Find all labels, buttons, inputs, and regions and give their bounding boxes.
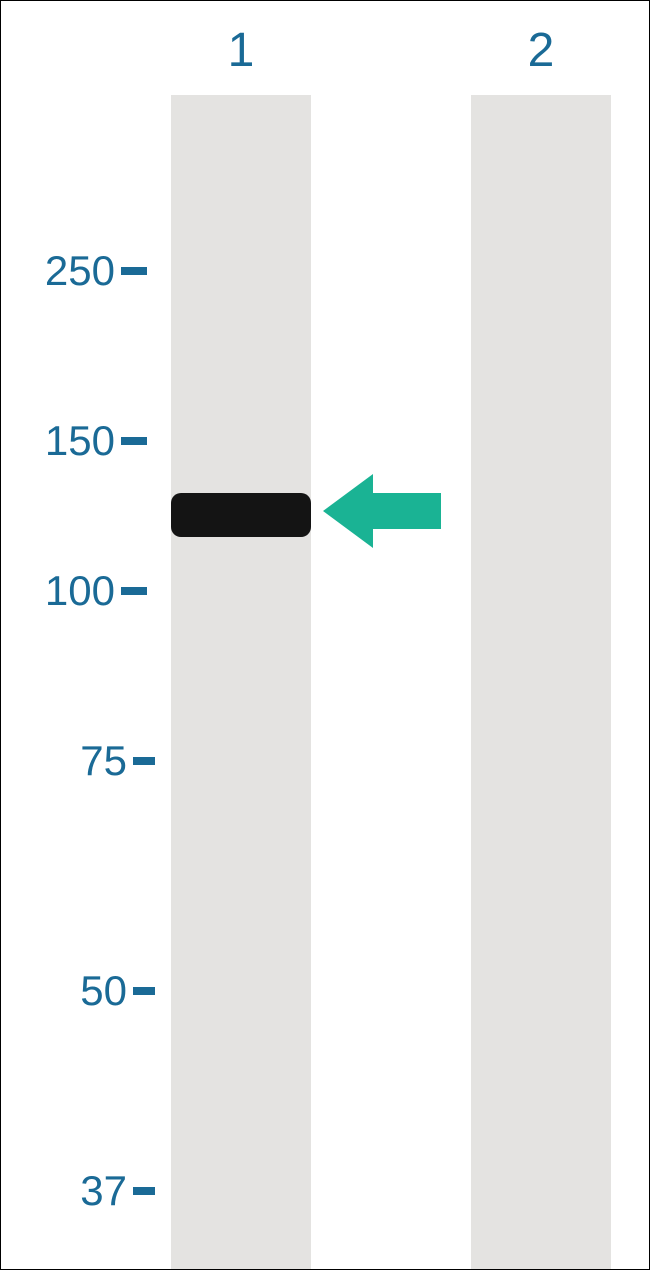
mw-marker-tick (121, 587, 147, 595)
protein-band (171, 493, 311, 537)
mw-marker-tick (121, 437, 147, 445)
mw-marker-tick (133, 987, 155, 995)
lane-1-strip (171, 95, 311, 1270)
figure-frame: 1 2 250 150 100 75 50 37 (0, 0, 650, 1270)
mw-marker-tick (133, 1187, 155, 1195)
lane-1-header: 1 (171, 23, 311, 78)
mw-marker-label: 50 (80, 967, 127, 1015)
arrow-left-icon (323, 474, 441, 548)
lane-2-strip (471, 95, 611, 1270)
lane-2-header: 2 (471, 23, 611, 78)
mw-marker-label: 37 (80, 1167, 127, 1215)
mw-marker-tick (121, 267, 147, 275)
mw-marker-label: 250 (45, 247, 115, 295)
mw-marker-label: 100 (45, 567, 115, 615)
mw-marker-label: 75 (80, 737, 127, 785)
lane-2: 2 (471, 1, 611, 1270)
lane-1: 1 (171, 1, 311, 1270)
mw-marker-label: 150 (45, 417, 115, 465)
mw-marker-tick (133, 757, 155, 765)
western-blot-plot: 1 2 250 150 100 75 50 37 (1, 1, 650, 1270)
